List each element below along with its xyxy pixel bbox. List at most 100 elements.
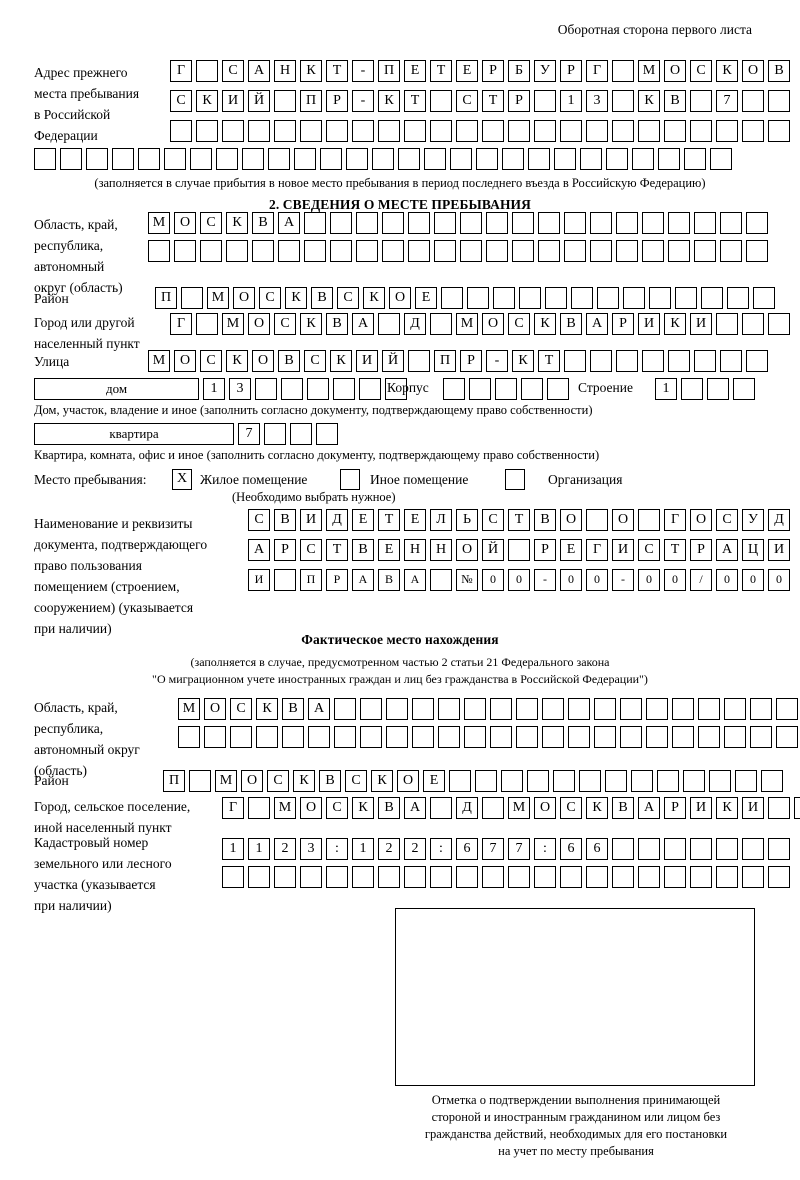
prev-address-r3-cell-20[interactable] bbox=[664, 120, 686, 142]
section2-region-r1-cell-16[interactable] bbox=[538, 212, 560, 234]
document-r2-cell-6[interactable]: Е bbox=[378, 539, 400, 561]
flat-cell-4[interactable] bbox=[316, 423, 338, 445]
stroenie-cell-1[interactable]: 1 bbox=[655, 378, 677, 400]
prev-address-r2-cell-22[interactable]: 7 bbox=[716, 90, 738, 112]
document-r3-cell-12[interactable]: - bbox=[534, 569, 556, 591]
section2-city-cell-5[interactable]: С bbox=[274, 313, 296, 335]
prev-address-r1-cell-7[interactable]: Т bbox=[326, 60, 348, 82]
prev-address-r4-cell-24[interactable] bbox=[632, 148, 654, 170]
prev-address-r1-cell-17[interactable]: Г bbox=[586, 60, 608, 82]
document-r1-cell-11[interactable]: Т bbox=[508, 509, 530, 531]
section3-city-cell-7[interactable]: В bbox=[378, 797, 400, 819]
cadastre-r2-cell-15[interactable] bbox=[586, 866, 608, 888]
cadastre-r1-cell-14[interactable]: 6 bbox=[560, 838, 582, 860]
section2-district-cell-11[interactable]: Е bbox=[415, 287, 437, 309]
section3-region-r1-cell-19[interactable] bbox=[646, 698, 668, 720]
section2-region-r2-cell-3[interactable] bbox=[200, 240, 222, 262]
checkbox-other-premises[interactable] bbox=[340, 469, 360, 490]
document-r2-cell-1[interactable]: А bbox=[248, 539, 270, 561]
section2-region-r2-cell-14[interactable] bbox=[486, 240, 508, 262]
flat-cell-1[interactable]: 7 bbox=[238, 423, 260, 445]
section2-city-cell-3[interactable]: М bbox=[222, 313, 244, 335]
prev-address-r2-cell-4[interactable]: Й bbox=[248, 90, 270, 112]
document-r1-cell-5[interactable]: Е bbox=[352, 509, 374, 531]
section2-district-cell-1[interactable]: П bbox=[155, 287, 177, 309]
cadastre-r1-cell-19[interactable] bbox=[690, 838, 712, 860]
prev-address-r1-cell-10[interactable]: Е bbox=[404, 60, 426, 82]
prev-address-r2-cell-17[interactable]: 3 bbox=[586, 90, 608, 112]
document-r3-cell-17[interactable]: 0 bbox=[664, 569, 686, 591]
document-r2-cell-5[interactable]: В bbox=[352, 539, 374, 561]
prev-address-r1-cell-9[interactable]: П bbox=[378, 60, 400, 82]
cadastre-r2-cell-18[interactable] bbox=[664, 866, 686, 888]
section2-district-cell-19[interactable] bbox=[623, 287, 645, 309]
cadastre-r2-cell-16[interactable] bbox=[612, 866, 634, 888]
section2-region-r1-cell-17[interactable] bbox=[564, 212, 586, 234]
prev-address-r1-cell-19[interactable]: М bbox=[638, 60, 660, 82]
flat-number-cells[interactable]: 7 bbox=[238, 423, 338, 445]
document-r1-cell-19[interactable]: С bbox=[716, 509, 738, 531]
prev-address-r4-cell-25[interactable] bbox=[658, 148, 680, 170]
prev-address-r1-cell-15[interactable]: У bbox=[534, 60, 556, 82]
document-r1-cell-18[interactable]: О bbox=[690, 509, 712, 531]
section3-city-cell-1[interactable]: Г bbox=[222, 797, 244, 819]
section3-region-r2-cell-21[interactable] bbox=[698, 726, 720, 748]
cadastre-r2-cell-20[interactable] bbox=[716, 866, 738, 888]
section2-district-cell-24[interactable] bbox=[753, 287, 775, 309]
section2-region-r1-cell-2[interactable]: О bbox=[174, 212, 196, 234]
prev-address-r3-cell-14[interactable] bbox=[508, 120, 530, 142]
prev-address-r2-cell-20[interactable]: В bbox=[664, 90, 686, 112]
prev-address-r4-cell-10[interactable] bbox=[268, 148, 290, 170]
prev-address-r3-cell-19[interactable] bbox=[638, 120, 660, 142]
checkbox-residential[interactable]: X bbox=[172, 469, 192, 490]
prev-address-r4-cell-11[interactable] bbox=[294, 148, 316, 170]
section3-district-cell-3[interactable]: М bbox=[215, 770, 237, 792]
section3-district-cell-24[interactable] bbox=[761, 770, 783, 792]
section3-region-r1-cell-13[interactable] bbox=[490, 698, 512, 720]
section2-city-cell-23[interactable] bbox=[742, 313, 764, 335]
cadastre-r1-cell-17[interactable] bbox=[638, 838, 660, 860]
section3-city-cell-12[interactable]: М bbox=[508, 797, 530, 819]
section3-district-cell-19[interactable] bbox=[631, 770, 653, 792]
section2-region-r1-cell-22[interactable] bbox=[694, 212, 716, 234]
prev-address-r3-cell-10[interactable] bbox=[404, 120, 426, 142]
section2-street-cell-1[interactable]: М bbox=[148, 350, 170, 372]
section3-district-cell-20[interactable] bbox=[657, 770, 679, 792]
section2-street-cell-4[interactable]: К bbox=[226, 350, 248, 372]
flat-cell-2[interactable] bbox=[264, 423, 286, 445]
cadastre-r1-cell-16[interactable] bbox=[612, 838, 634, 860]
document-r1-cell-15[interactable]: О bbox=[612, 509, 634, 531]
section2-region-r2-cell-12[interactable] bbox=[434, 240, 456, 262]
cadastre-r1-cell-20[interactable] bbox=[716, 838, 738, 860]
prev-address-r2-cell-11[interactable] bbox=[430, 90, 452, 112]
section2-district-cell-2[interactable] bbox=[181, 287, 203, 309]
prev-address-r3-cell-16[interactable] bbox=[560, 120, 582, 142]
cadastre-r1-cell-10[interactable]: 6 bbox=[456, 838, 478, 860]
cadastre-r1-cell-8[interactable]: 2 bbox=[404, 838, 426, 860]
section2-street-cell-24[interactable] bbox=[746, 350, 768, 372]
section3-district-cell-8[interactable]: С bbox=[345, 770, 367, 792]
section2-region-r2-cell-13[interactable] bbox=[460, 240, 482, 262]
document-r3-cell-8[interactable] bbox=[430, 569, 452, 591]
section2-street-cell-3[interactable]: С bbox=[200, 350, 222, 372]
section2-street-cell-16[interactable]: Т bbox=[538, 350, 560, 372]
section2-city-cell-22[interactable] bbox=[716, 313, 738, 335]
section3-region-r1-cell-4[interactable]: К bbox=[256, 698, 278, 720]
section2-region-r2-cell-6[interactable] bbox=[278, 240, 300, 262]
prev-address-r4-cell-27[interactable] bbox=[710, 148, 732, 170]
prev-address-r1-cell-11[interactable]: Т bbox=[430, 60, 452, 82]
checkbox-organization[interactable] bbox=[505, 469, 525, 490]
prev-address-r4-cell-22[interactable] bbox=[580, 148, 602, 170]
prev-address-r1-cell-12[interactable]: Е bbox=[456, 60, 478, 82]
prev-address-r1-cell-14[interactable]: Б bbox=[508, 60, 530, 82]
prev-address-r4-cell-19[interactable] bbox=[502, 148, 524, 170]
prev-address-r3-cell-17[interactable] bbox=[586, 120, 608, 142]
section3-region-r1-cell-23[interactable] bbox=[750, 698, 772, 720]
section3-region-r2-cell-4[interactable] bbox=[256, 726, 278, 748]
section2-street-cell-12[interactable]: П bbox=[434, 350, 456, 372]
prev-address-r1-cell-1[interactable]: Г bbox=[170, 60, 192, 82]
prev-address-r3-cell-11[interactable] bbox=[430, 120, 452, 142]
house-cell-2[interactable]: 3 bbox=[229, 378, 251, 400]
